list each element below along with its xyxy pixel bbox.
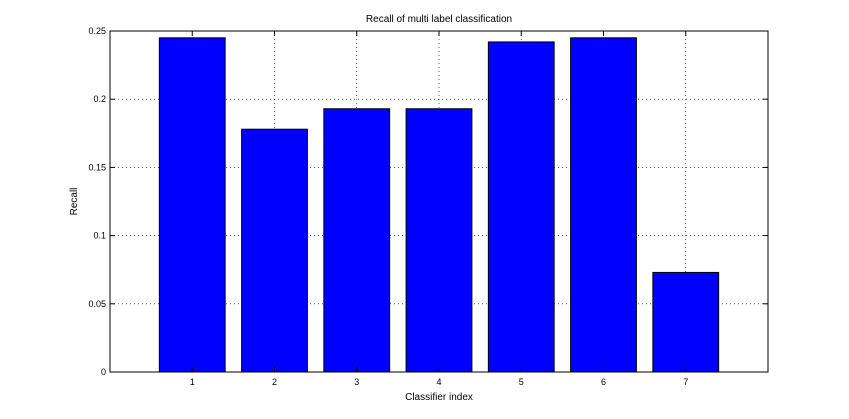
- x-tick-label: 7: [683, 377, 688, 387]
- x-axis-ticks: 1 2 3 4 5 6 7: [190, 31, 688, 387]
- y-tick-label: 0.15: [88, 162, 106, 172]
- x-tick-label: 1: [190, 377, 195, 387]
- bar-3: [323, 108, 391, 373]
- y-axis-ticks: 0 0.05 0.1 0.15 0.2 0.25: [88, 26, 768, 377]
- x-tick-label: 4: [436, 377, 441, 387]
- bar-1: [158, 37, 226, 373]
- bar-7: [652, 271, 720, 373]
- x-axis-label: Classifier index: [405, 392, 473, 403]
- chart-title: Recall of multi label classification: [366, 14, 512, 25]
- x-tick-label: 3: [354, 377, 359, 387]
- y-axis-label: Recall: [69, 188, 80, 216]
- x-tick-label: 5: [519, 377, 524, 387]
- y-tick-label: 0.05: [88, 299, 106, 309]
- x-tick-label: 2: [272, 377, 277, 387]
- bars: [158, 37, 720, 373]
- y-tick-label: 0.2: [93, 94, 106, 104]
- y-tick-label: 0: [101, 367, 106, 377]
- bar-5: [487, 41, 555, 373]
- bar-4: [405, 108, 473, 373]
- bar-2: [241, 128, 308, 373]
- bar-6: [570, 37, 637, 373]
- y-tick-label: 0.25: [88, 26, 106, 36]
- x-tick-label: 6: [601, 377, 606, 387]
- y-tick-label: 0.1: [93, 231, 106, 241]
